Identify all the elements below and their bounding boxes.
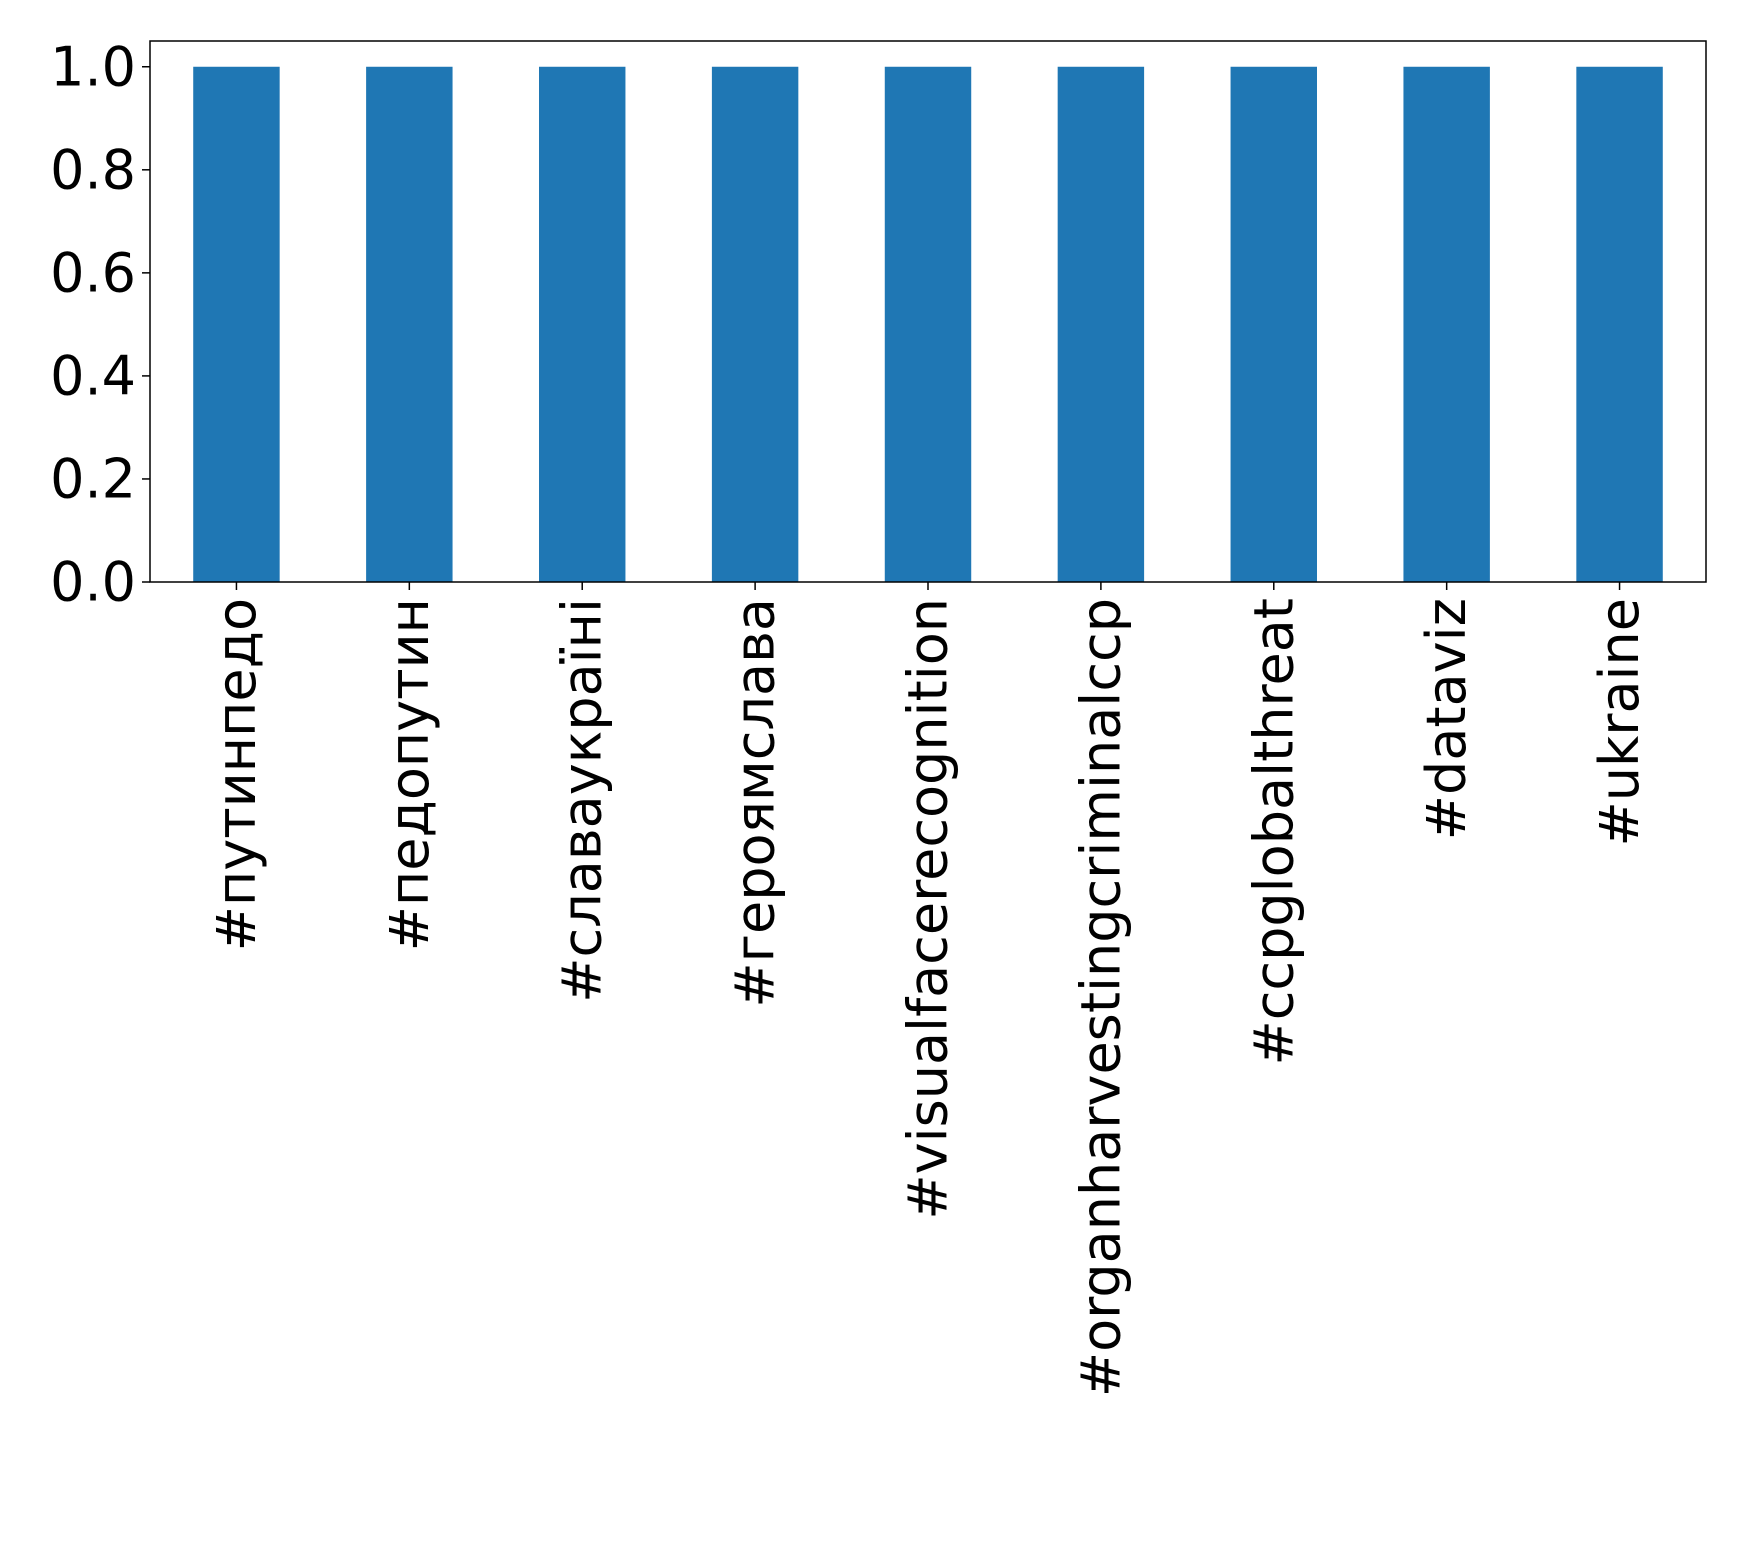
x-tick-label: #педопутин — [378, 598, 441, 951]
bar-5 — [1057, 66, 1145, 582]
x-tick-label: #dataviz — [1415, 598, 1478, 840]
y-tick-label: 0.0 — [50, 551, 136, 614]
x-tick-label: #ccpglobalthreat — [1242, 598, 1305, 1066]
bar-8 — [1576, 66, 1663, 582]
x-tick-label: #путинпедо — [205, 598, 268, 951]
bars-layer — [193, 66, 1663, 582]
y-tick-label: 1.0 — [50, 35, 136, 98]
bar-3 — [711, 66, 799, 582]
x-tick-label: #visualfacerecognition — [897, 598, 960, 1220]
plot-frame — [149, 40, 1707, 583]
y-tick-label: 0.8 — [50, 138, 136, 201]
bar-2 — [539, 66, 626, 582]
y-tick-label: 0.2 — [50, 447, 136, 510]
bar-4 — [884, 66, 972, 582]
bar-1 — [366, 66, 453, 582]
bar-0 — [193, 66, 280, 582]
x-tick-label: #героямслава — [724, 598, 787, 1008]
x-tick-label: #organharvestingcriminalccp — [1069, 598, 1132, 1397]
x-tick-label: #славаукраїні — [551, 598, 614, 1003]
bar-7 — [1403, 66, 1490, 582]
x-axis: #путинпедо #педопутин #славаукраїні #героям… — [205, 582, 1651, 1397]
y-axis: 0.0 0.2 0.4 0.6 0.8 1.0 — [50, 35, 150, 614]
y-tick-label: 0.6 — [50, 241, 136, 304]
y-tick-label: 0.4 — [50, 344, 136, 407]
bar-6 — [1230, 66, 1317, 582]
x-tick-label: #ukraine — [1588, 598, 1651, 846]
